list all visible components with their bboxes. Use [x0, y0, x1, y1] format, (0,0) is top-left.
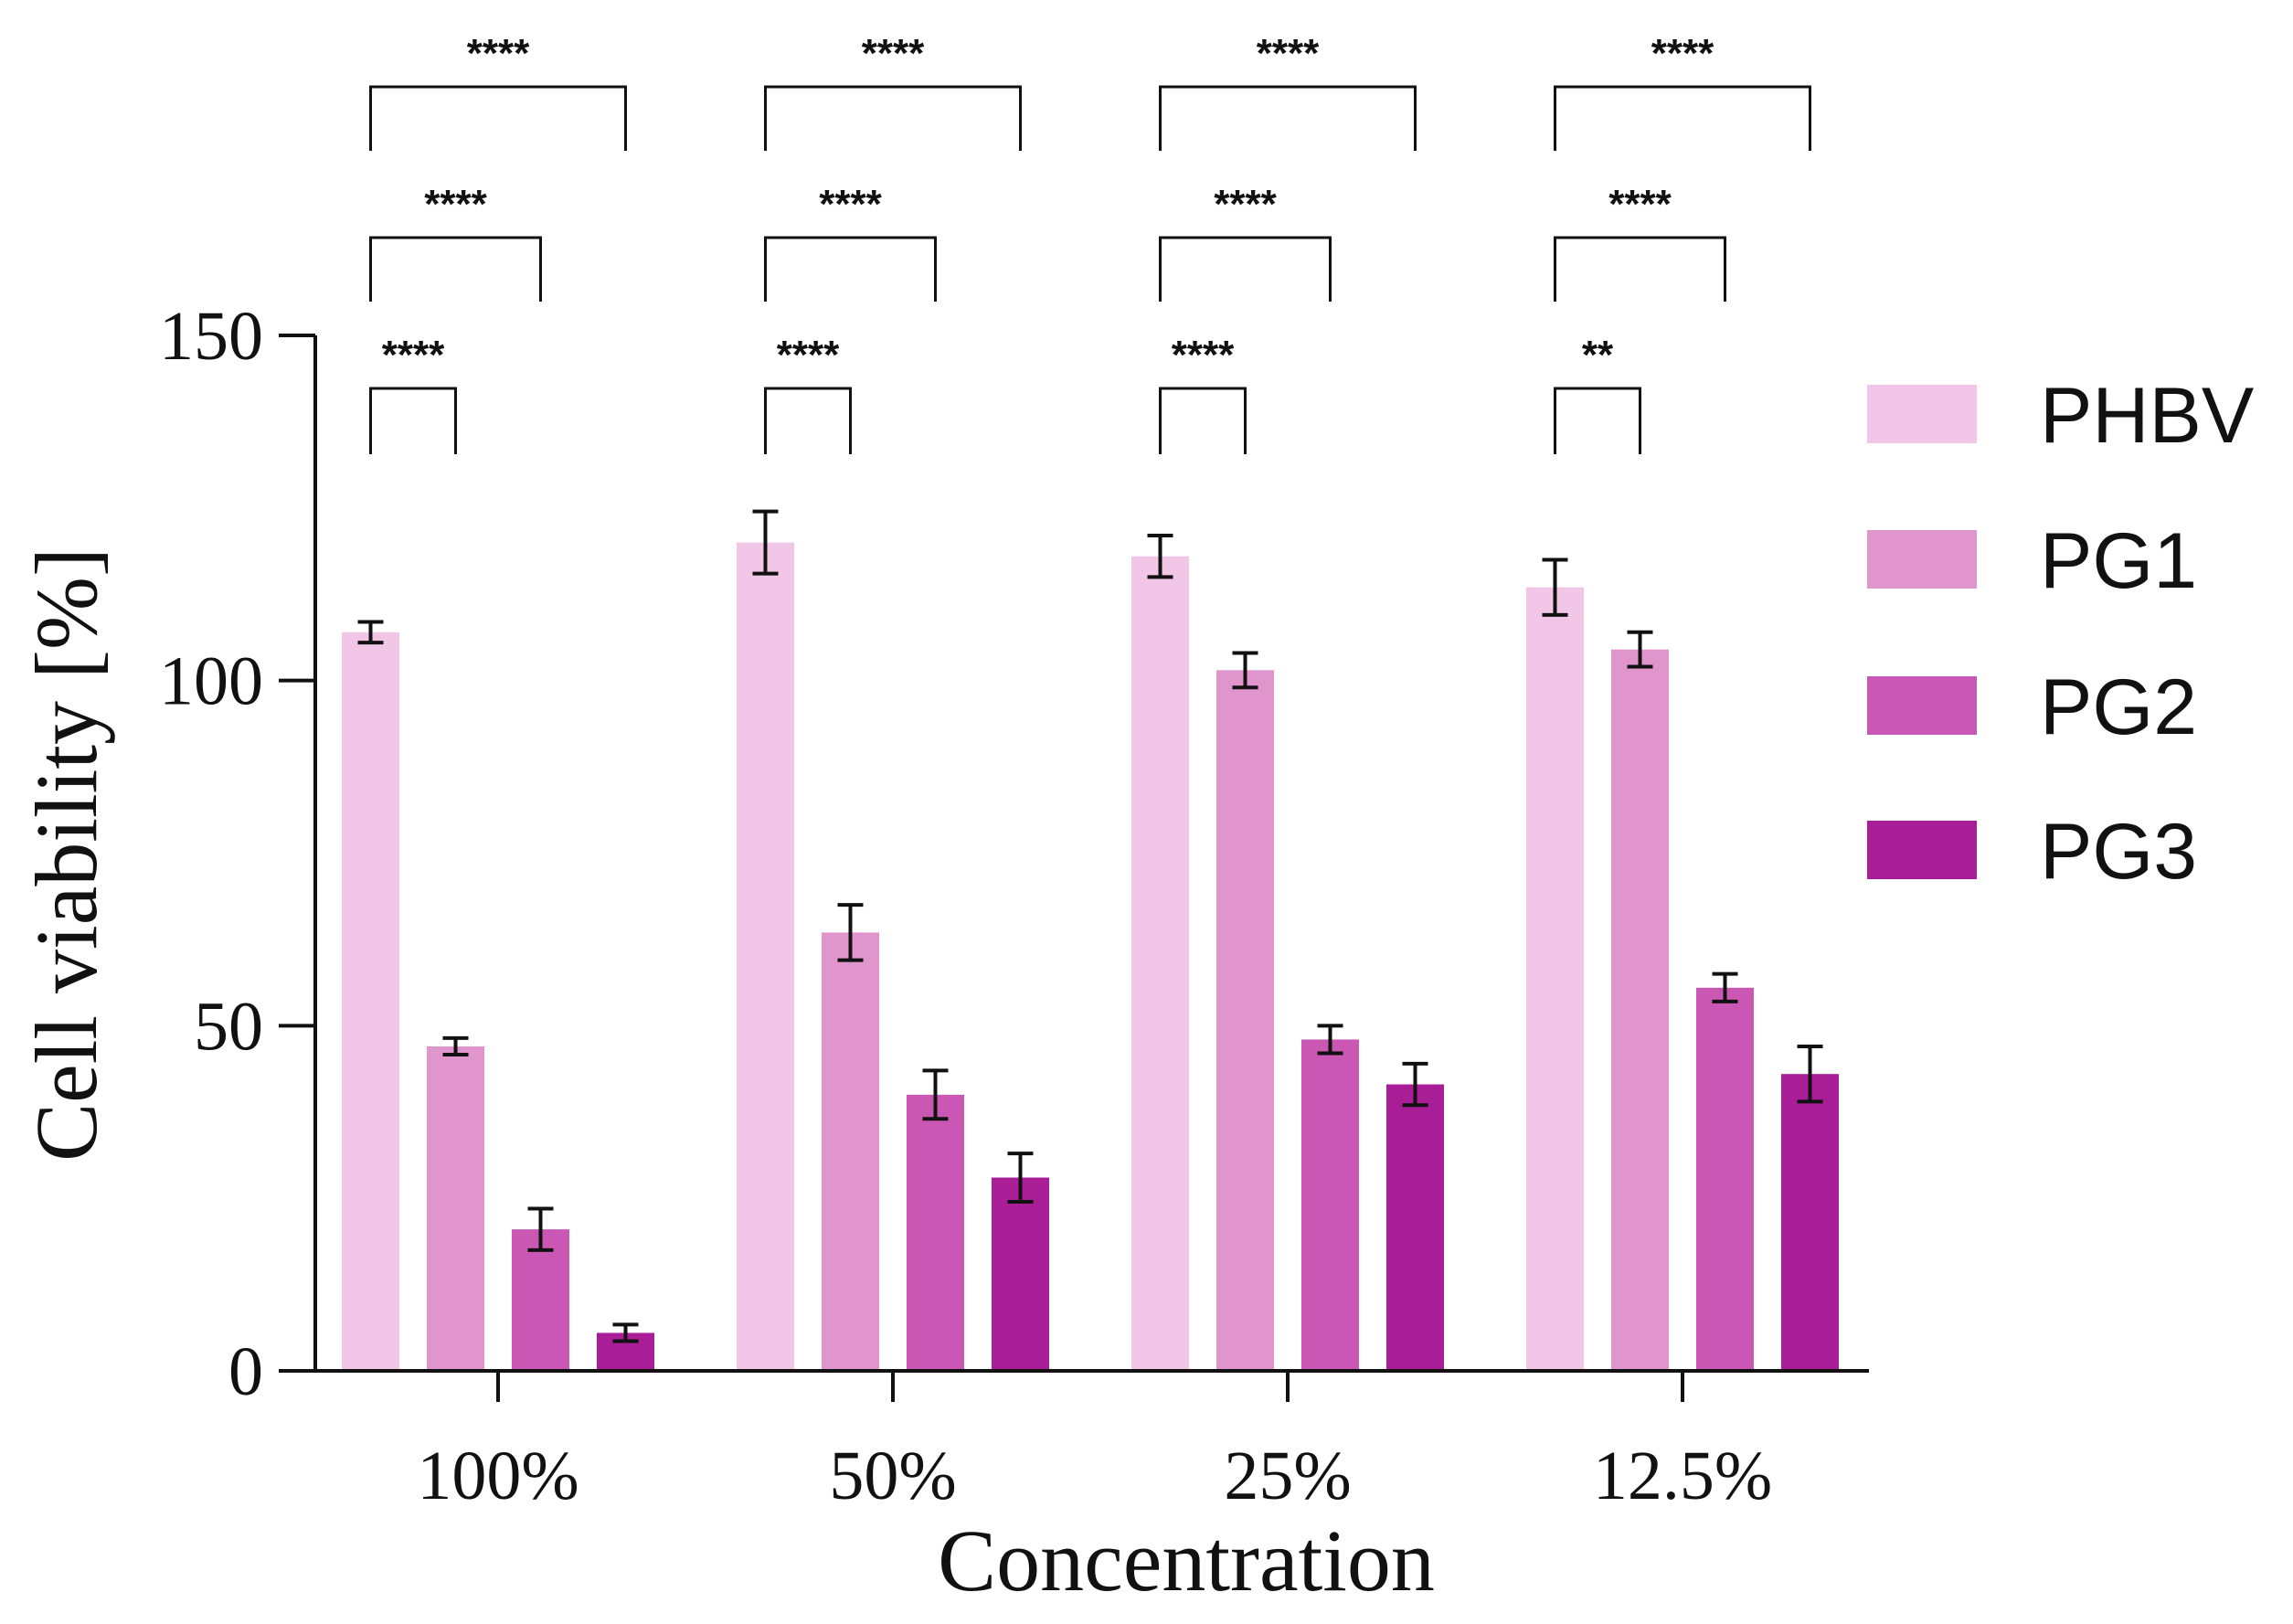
- error-bar-pg3-1: [612, 1322, 639, 1343]
- legend-label: PG1: [2040, 517, 2197, 605]
- significance-bracket: ****: [1159, 333, 1247, 454]
- bar-phbv-3: [1131, 556, 1189, 1371]
- significance-bracket: ****: [1159, 182, 1332, 302]
- bar-pg3-4: [1781, 1074, 1839, 1371]
- significance-label: ****: [1172, 333, 1235, 377]
- error-bar-pg1-3: [1232, 651, 1258, 690]
- error-bar-phbv-4: [1542, 557, 1568, 617]
- x-tick-label: 50%: [829, 1438, 956, 1514]
- significance-label: ****: [1257, 31, 1320, 76]
- y-ticks-layer: 0 50 100 150: [159, 298, 315, 1410]
- legend-swatch: [1867, 821, 1977, 879]
- error-bar-pg2-1: [527, 1206, 554, 1252]
- bar-phbv-2: [737, 542, 794, 1371]
- error-bar-pg1-4: [1627, 630, 1653, 669]
- significance-label: ****: [862, 31, 925, 76]
- error-bars-layer: [357, 509, 1823, 1343]
- significance-bracket: ****: [369, 31, 627, 151]
- x-tick-label: 100%: [417, 1438, 579, 1514]
- error-bar-pg3-4: [1797, 1044, 1823, 1104]
- significance-label: ****: [1214, 182, 1277, 227]
- bar-pg1-3: [1216, 670, 1274, 1371]
- legend: PHBV PG1 PG2 PG3: [1867, 372, 2254, 896]
- significance-label: ****: [1651, 31, 1714, 76]
- significance-label: **: [1582, 333, 1614, 377]
- error-bar-phbv-3: [1147, 534, 1173, 579]
- significance-bracket: ****: [764, 333, 852, 454]
- significance-bracket: ****: [1554, 182, 1726, 302]
- legend-swatch: [1867, 385, 1977, 443]
- legend-swatch: [1867, 676, 1977, 735]
- significance-label: ****: [777, 333, 840, 377]
- bar-pg2-4: [1696, 987, 1754, 1371]
- legend-item-pg1: PG1: [1867, 517, 2197, 605]
- significance-bracket: ****: [764, 182, 937, 302]
- bar-pg1-1: [427, 1046, 484, 1371]
- significance-bracket: ****: [1554, 31, 1811, 151]
- y-axis-title: Cell viability [%]: [17, 547, 115, 1162]
- bar-pg3-2: [992, 1177, 1049, 1371]
- error-bar-pg1-1: [442, 1035, 469, 1057]
- y-tick-label: 50: [194, 988, 263, 1065]
- bar-pg3-3: [1386, 1084, 1444, 1371]
- x-tick-label: 25%: [1224, 1438, 1351, 1514]
- legend-label: PG3: [2040, 808, 2197, 896]
- y-tick-label: 150: [159, 298, 263, 375]
- significance-bracket: **: [1554, 333, 1641, 454]
- legend-label: PHBV: [2040, 372, 2254, 460]
- significance-layer: ****************************************…: [369, 31, 1811, 454]
- significance-bracket: ****: [764, 31, 1022, 151]
- bar-pg1-4: [1611, 649, 1669, 1371]
- bar-pg2-2: [907, 1094, 964, 1371]
- error-bar-pg3-2: [1007, 1152, 1034, 1204]
- significance-label: ****: [1608, 182, 1672, 227]
- significance-label: ****: [424, 182, 487, 227]
- bar-pg2-3: [1301, 1039, 1359, 1371]
- bar-pg2-1: [512, 1229, 569, 1371]
- error-bar-pg1-2: [837, 903, 864, 962]
- bar-pg1-2: [822, 932, 879, 1371]
- significance-label: ****: [467, 31, 530, 76]
- significance-label: ****: [382, 333, 445, 377]
- significance-label: ****: [819, 182, 882, 227]
- error-bar-pg2-3: [1317, 1024, 1343, 1056]
- legend-label: PG2: [2040, 663, 2197, 751]
- error-bar-pg2-4: [1712, 971, 1738, 1003]
- x-ticks-layer: 100% 50% 25% 12.5%: [417, 1371, 1772, 1514]
- significance-bracket: ****: [369, 333, 457, 454]
- legend-item-pg2: PG2: [1867, 663, 2197, 751]
- legend-item-pg3: PG3: [1867, 808, 2197, 896]
- bar-phbv-4: [1526, 587, 1584, 1371]
- y-tick-label: 100: [159, 643, 263, 720]
- bar-phbv-1: [342, 632, 399, 1371]
- error-bar-phbv-1: [357, 620, 384, 645]
- error-bar-phbv-2: [752, 509, 779, 576]
- x-tick-label: 12.5%: [1593, 1438, 1772, 1514]
- significance-bracket: ****: [369, 182, 542, 302]
- bars-layer: [342, 542, 1839, 1371]
- error-bar-pg2-2: [922, 1068, 949, 1121]
- x-axis-title: Concentration: [938, 1512, 1435, 1609]
- axes-layer: [313, 335, 1869, 1373]
- error-bar-pg3-3: [1402, 1061, 1428, 1108]
- y-tick-label: 0: [228, 1333, 263, 1410]
- legend-swatch: [1867, 530, 1977, 589]
- legend-item-phbv: PHBV: [1867, 372, 2254, 460]
- significance-bracket: ****: [1159, 31, 1417, 151]
